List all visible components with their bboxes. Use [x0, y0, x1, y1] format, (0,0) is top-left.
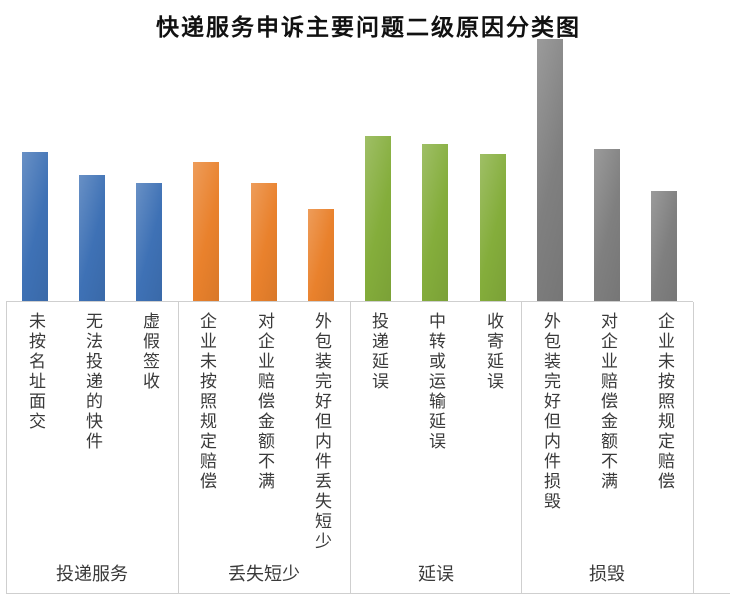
bar-sheen: [193, 162, 219, 301]
bar: [365, 136, 391, 301]
bar-sheen: [594, 149, 620, 301]
group-separator-line: [693, 302, 694, 593]
bar-sheen: [22, 152, 48, 301]
item-label: 企业未按照规定赔偿: [196, 312, 216, 492]
item-label: 外包装完好但内件丢失短少: [311, 312, 331, 552]
bar-sheen: [422, 144, 448, 301]
bar: [308, 209, 334, 301]
bar-sheen: [365, 136, 391, 301]
group-label: 投递服务: [56, 564, 128, 585]
group-label: 延误: [418, 564, 454, 585]
chart-title: 快递服务申诉主要问题二级原因分类图: [156, 15, 581, 41]
bar: [251, 183, 277, 301]
bar-sheen: [480, 154, 506, 301]
item-label: 无法投递的快件: [82, 312, 102, 452]
item-label: 对企业赔偿金额不满: [254, 312, 274, 492]
bar: [422, 144, 448, 301]
group-separator-line: [350, 302, 351, 593]
group-label: 丢失短少: [228, 564, 300, 585]
bar: [136, 183, 162, 301]
item-label: 中转或运输延误: [425, 312, 445, 452]
category-axis-line: [6, 301, 693, 302]
bar-sheen: [651, 191, 677, 301]
bar-sheen: [537, 39, 563, 301]
bar-sheen: [308, 209, 334, 301]
group-label: 损毁: [589, 564, 625, 585]
bar: [193, 162, 219, 301]
bar: [651, 191, 677, 301]
group-separator-line: [178, 302, 179, 593]
bar-sheen: [136, 183, 162, 301]
bar: [594, 149, 620, 301]
item-label: 投递延误: [368, 312, 388, 392]
item-label: 企业未按照规定赔偿: [654, 312, 674, 492]
group-separator-line: [6, 302, 7, 593]
item-label: 未按名址面交: [25, 312, 45, 432]
bar-sheen: [251, 183, 277, 301]
item-label: 收寄延误: [483, 312, 503, 392]
bottom-border-line: [6, 593, 730, 594]
item-label: 外包装完好但内件损毁: [540, 312, 560, 512]
bar: [79, 175, 105, 301]
bar: [22, 152, 48, 301]
item-label: 对企业赔偿金额不满: [597, 312, 617, 492]
bar-sheen: [79, 175, 105, 301]
bar: [480, 154, 506, 301]
bar: [537, 39, 563, 301]
item-label: 虚假签收: [139, 312, 159, 392]
group-separator-line: [521, 302, 522, 593]
